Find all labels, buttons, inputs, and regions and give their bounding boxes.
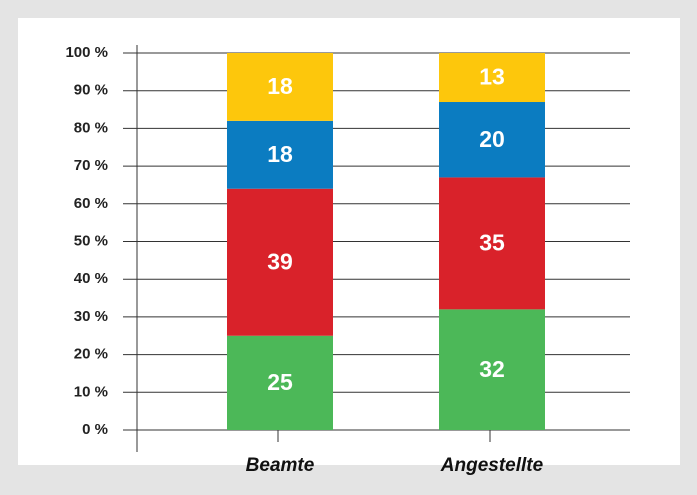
y-tick-label: 50 %: [74, 232, 108, 249]
y-tick-label: 10 %: [74, 383, 108, 400]
bar-segment: [227, 120, 333, 189]
y-tick-label: 40 %: [74, 270, 108, 287]
bar-segment: [439, 309, 545, 430]
bar-segment: [439, 53, 545, 103]
y-tick-label: 90 %: [74, 82, 108, 99]
data-label: 32: [479, 356, 505, 382]
y-tick-label: 30 %: [74, 308, 108, 325]
data-label: 35: [479, 229, 505, 255]
y-tick-label: 70 %: [74, 157, 108, 174]
y-tick-label: 80 %: [74, 119, 108, 136]
data-label: 20: [479, 126, 505, 152]
bar-segment: [227, 188, 333, 336]
bar-segment: [227, 53, 333, 121]
y-tick-label: 20 %: [74, 346, 108, 363]
data-label: 39: [267, 248, 293, 274]
data-label: 18: [267, 141, 293, 167]
y-tick-label: 60 %: [74, 195, 108, 212]
bar-segment: [439, 177, 545, 310]
x-tick-label: Angestellte: [440, 455, 544, 476]
data-label: 18: [267, 73, 293, 99]
data-label: 13: [479, 64, 505, 90]
bar-segment: [439, 102, 545, 178]
bar-segment: [227, 335, 333, 430]
y-tick-label: 0 %: [82, 421, 108, 438]
y-tick-label: 100 %: [65, 44, 108, 61]
x-tick-label: Beamte: [246, 455, 315, 476]
data-label: 25: [267, 369, 293, 395]
